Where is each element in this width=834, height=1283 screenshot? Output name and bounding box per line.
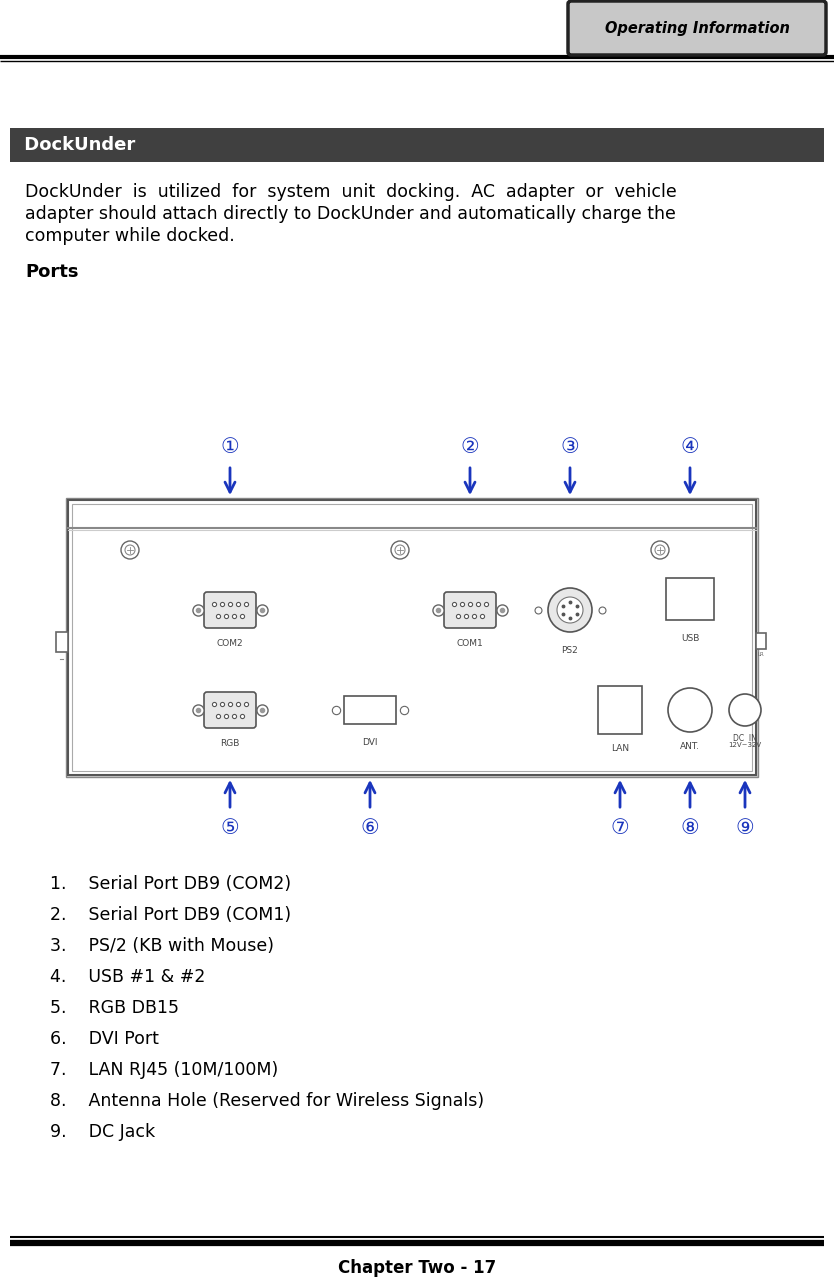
Circle shape <box>548 588 592 633</box>
Text: RGB: RGB <box>220 739 239 748</box>
Text: COM1: COM1 <box>457 639 484 648</box>
Text: Operating Information: Operating Information <box>605 21 790 36</box>
FancyBboxPatch shape <box>568 1 826 55</box>
Bar <box>68 508 756 529</box>
Bar <box>598 686 642 734</box>
Circle shape <box>655 545 665 556</box>
Text: ⑧: ⑧ <box>681 819 700 838</box>
Bar <box>72 504 752 771</box>
Bar <box>56 633 68 652</box>
Circle shape <box>668 688 712 733</box>
Text: ANT.: ANT. <box>680 742 700 751</box>
Text: 12V~32V: 12V~32V <box>728 742 761 748</box>
Circle shape <box>557 597 583 624</box>
Text: LAN: LAN <box>611 744 629 753</box>
Bar <box>68 500 756 775</box>
Circle shape <box>125 545 135 556</box>
Text: 5.    RGB DB15: 5. RGB DB15 <box>50 999 179 1017</box>
Text: 3.    PS/2 (KB with Mouse): 3. PS/2 (KB with Mouse) <box>50 937 274 955</box>
Text: DVI: DVI <box>362 738 378 747</box>
Text: ⑥: ⑥ <box>360 819 379 838</box>
Text: 6.    DVI Port: 6. DVI Port <box>50 1030 158 1048</box>
Circle shape <box>391 541 409 559</box>
Bar <box>10 128 824 162</box>
Text: 7.    LAN RJ45 (10M/100M): 7. LAN RJ45 (10M/100M) <box>50 1061 279 1079</box>
Text: DockUnder: DockUnder <box>18 136 135 154</box>
Text: PS2: PS2 <box>561 647 578 656</box>
Text: Chapter Two - 17: Chapter Two - 17 <box>338 1259 496 1277</box>
Bar <box>66 498 758 777</box>
Bar <box>756 633 766 649</box>
Text: computer while docked.: computer while docked. <box>25 227 234 245</box>
Text: 9.    DC Jack: 9. DC Jack <box>50 1123 155 1141</box>
Text: LR: LR <box>757 653 765 657</box>
Text: 1.    Serial Port DB9 (COM2): 1. Serial Port DB9 (COM2) <box>50 875 291 893</box>
Text: ②: ② <box>460 438 480 457</box>
Text: DC  IN: DC IN <box>733 734 757 743</box>
Text: adapter should attach directly to DockUnder and automatically charge the: adapter should attach directly to DockUn… <box>25 205 676 223</box>
FancyBboxPatch shape <box>204 591 256 627</box>
Text: 2.    Serial Port DB9 (COM1): 2. Serial Port DB9 (COM1) <box>50 906 291 924</box>
Bar <box>344 695 396 724</box>
Text: DockUnder  is  utilized  for  system  unit  docking.  AC  adapter  or  vehicle: DockUnder is utilized for system unit do… <box>25 183 676 201</box>
Text: ①: ① <box>221 438 239 457</box>
Text: ⑦: ⑦ <box>610 819 630 838</box>
Text: Ports: Ports <box>25 263 78 281</box>
FancyBboxPatch shape <box>444 591 496 627</box>
Text: ④: ④ <box>681 438 700 457</box>
Circle shape <box>121 541 139 559</box>
Text: ⑤: ⑤ <box>221 819 239 838</box>
Text: 8.    Antenna Hole (Reserved for Wireless Signals): 8. Antenna Hole (Reserved for Wireless S… <box>50 1092 484 1110</box>
Circle shape <box>395 545 405 556</box>
Text: ③: ③ <box>560 438 580 457</box>
Bar <box>666 579 714 620</box>
FancyBboxPatch shape <box>204 692 256 727</box>
Text: ⑨: ⑨ <box>736 819 755 838</box>
Text: USB: USB <box>681 634 699 643</box>
Circle shape <box>729 694 761 726</box>
Text: 4.    USB #1 & #2: 4. USB #1 & #2 <box>50 967 205 987</box>
Circle shape <box>651 541 669 559</box>
Text: COM2: COM2 <box>217 639 244 648</box>
